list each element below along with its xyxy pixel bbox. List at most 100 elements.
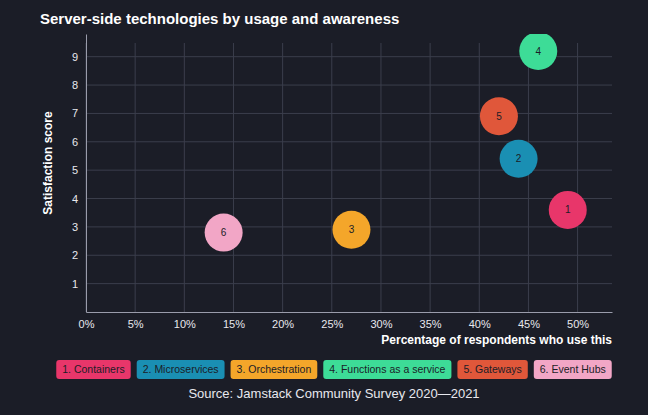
grid-line-x xyxy=(380,43,381,312)
grid-line-x xyxy=(184,43,185,312)
legend-item: 2. Microservices xyxy=(137,360,225,379)
grid-line-y xyxy=(86,85,612,86)
legend-swatch xyxy=(56,360,130,379)
y-tick: 7 xyxy=(72,107,86,119)
bubble-label: 5 xyxy=(496,111,502,122)
bubble-label: 2 xyxy=(516,153,522,164)
x-tick: 45% xyxy=(518,312,540,330)
y-tick: 2 xyxy=(72,249,86,261)
grid-line-y xyxy=(86,255,612,256)
x-axis: 0% 5% 10% 15% 20% 25% 30% 35% 40% 45% 50% xyxy=(79,312,613,330)
x-tick-label: 15% xyxy=(223,318,245,330)
bubble-label: 1 xyxy=(565,204,571,215)
legend-item: 4. Functions as a service xyxy=(323,360,451,379)
x-tick: 40% xyxy=(469,312,491,330)
source: Source: Jamstack Community Survey 2020—2… xyxy=(188,386,479,401)
x-tick-label: 25% xyxy=(321,318,343,330)
x-tick-label: 45% xyxy=(518,318,540,330)
y-tick: 6 xyxy=(72,136,86,148)
x-tick-label: 35% xyxy=(420,318,442,330)
bubble xyxy=(549,191,587,229)
y-tick: 4 xyxy=(72,193,86,205)
x-axis-title: Percentage of respondents who use this xyxy=(381,333,612,347)
legend-swatch xyxy=(534,360,612,379)
x-tick: 0% xyxy=(79,312,95,330)
y-tick-label: 6 xyxy=(72,136,78,148)
legend-label: 2. Microservices xyxy=(143,363,219,375)
x-tick-label: 0% xyxy=(79,318,95,330)
x-tick: 5% xyxy=(128,312,144,330)
x-tick: 10% xyxy=(174,312,196,330)
grid-line-y xyxy=(86,113,612,114)
x-tick: 20% xyxy=(272,312,294,330)
legend-swatch xyxy=(137,360,225,379)
grid-line-x xyxy=(135,43,136,312)
bubble xyxy=(480,97,518,135)
y-axis-line xyxy=(86,35,87,313)
grid-line-x xyxy=(331,43,332,312)
legend-label: 6. Event Hubs xyxy=(540,363,606,375)
y-axis: 1 2 3 4 5 6 7 8 9 xyxy=(72,35,87,313)
grid-line-y xyxy=(86,141,612,142)
bubble xyxy=(519,34,557,70)
bubble xyxy=(332,211,370,249)
y-tick-label: 4 xyxy=(72,193,78,205)
legend-item: 6. Event Hubs xyxy=(534,360,612,379)
x-tick: 25% xyxy=(321,312,343,330)
points xyxy=(205,34,587,252)
legend-item: 1. Containers xyxy=(56,360,130,379)
x-tick-label: 20% xyxy=(272,318,294,330)
y-tick-label: 5 xyxy=(72,164,78,176)
y-tick-label: 7 xyxy=(72,107,78,119)
y-axis-title: Satisfaction score xyxy=(41,111,55,215)
x-tick-label: 50% xyxy=(567,318,589,330)
x-tick: 30% xyxy=(370,312,392,330)
bubble-label: 3 xyxy=(349,224,355,235)
bubble xyxy=(500,140,538,178)
legend-label: 5. Gateways xyxy=(463,363,521,375)
y-tick: 3 xyxy=(72,221,86,233)
legend-item: 5. Gateways xyxy=(457,360,527,379)
y-tick: 5 xyxy=(72,164,86,176)
grid xyxy=(86,43,612,312)
x-tick: 15% xyxy=(223,312,245,330)
legend-swatch xyxy=(323,360,451,379)
grid-line-x xyxy=(282,43,283,312)
bubble-label: 4 xyxy=(535,46,541,57)
x-tick: 35% xyxy=(420,312,442,330)
legend-swatch xyxy=(457,360,527,379)
grid-line-x xyxy=(430,43,431,312)
grid-line-y xyxy=(86,283,612,284)
y-tick: 9 xyxy=(72,51,86,63)
chart: 0% 5% 10% 15% 20% 25% 30% 35% 40% 45% 50% 1 2 3 4 5 6 7 8 9… xyxy=(0,0,648,415)
grid-line-x xyxy=(233,43,234,312)
x-tick-label: 30% xyxy=(370,318,392,330)
legend-swatch xyxy=(231,360,318,379)
x-tick-label: 40% xyxy=(469,318,491,330)
grid-line-y xyxy=(86,198,612,199)
y-tick-label: 2 xyxy=(72,249,78,261)
y-tick: 8 xyxy=(72,79,86,91)
y-tick-label: 9 xyxy=(72,51,78,63)
grid-line-x xyxy=(528,43,529,312)
y-tick-label: 8 xyxy=(72,79,78,91)
bubble-labels: 1 2 3 4 5 6 xyxy=(221,46,571,239)
title: Server-side technologies by usage and aw… xyxy=(40,10,399,27)
legend: 1. Containers 2. Microservices 3. Orchestr… xyxy=(56,360,611,379)
bubble-label: 6 xyxy=(221,227,227,238)
grid-line-x xyxy=(479,43,480,312)
y-tick-label: 3 xyxy=(72,221,78,233)
background xyxy=(0,0,648,415)
x-tick: 50% xyxy=(567,312,589,330)
legend-label: 4. Functions as a service xyxy=(329,363,445,375)
legend-label: 1. Containers xyxy=(62,363,124,375)
y-tick-label: 1 xyxy=(72,278,78,290)
x-tick-label: 5% xyxy=(128,318,144,330)
legend-item: 3. Orchestration xyxy=(231,360,318,379)
bubble xyxy=(205,214,243,252)
grid-line-x xyxy=(577,43,578,312)
y-tick: 1 xyxy=(72,278,86,290)
x-tick-label: 10% xyxy=(174,318,196,330)
legend-label: 3. Orchestration xyxy=(237,363,312,375)
x-axis-line xyxy=(87,312,613,313)
